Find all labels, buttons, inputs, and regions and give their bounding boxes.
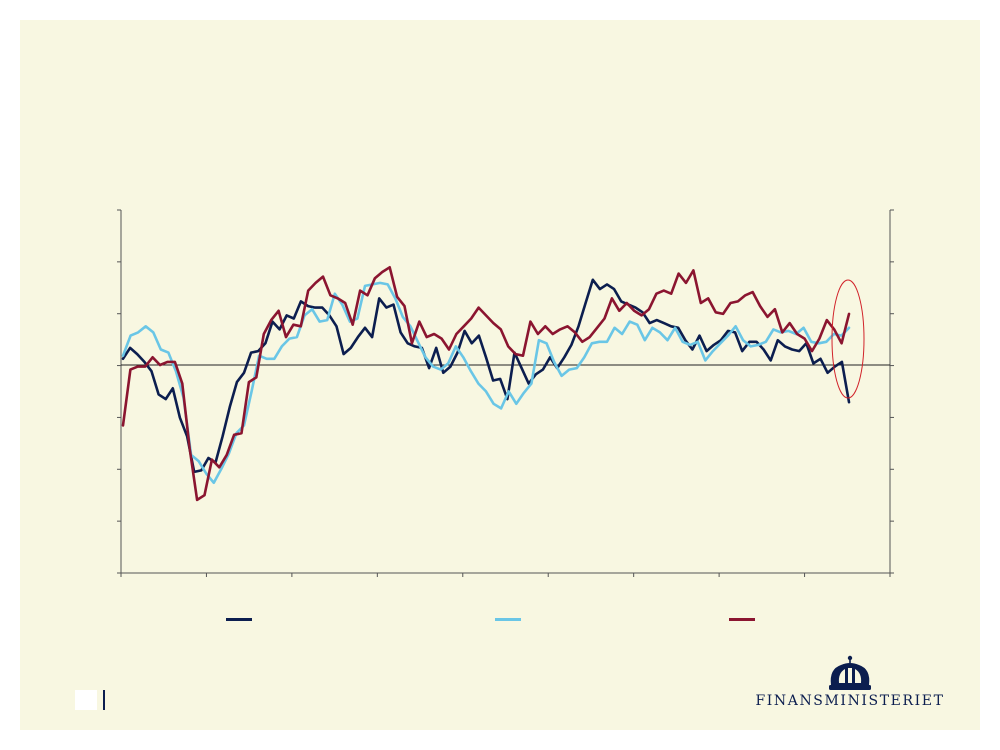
page-number-divider: [103, 690, 105, 710]
page-number-box: [75, 690, 97, 710]
series-line-3: [121, 266, 851, 502]
logo-wordmark: FINANSMINISTERIET: [755, 693, 945, 709]
line-chart: [117, 209, 894, 577]
legend-swatch-series-2: [495, 618, 521, 621]
chart-axes: [117, 209, 894, 577]
series-line-1: [121, 278, 851, 474]
finansministeriet-logo: FINANSMINISTERIET: [745, 655, 955, 730]
highlight-ellipse: [831, 279, 865, 399]
legend-swatch-series-3: [729, 618, 755, 621]
slide-background: FINANSMINISTERIET: [20, 20, 980, 730]
chart-series: [121, 266, 851, 502]
series-line-2: [121, 281, 851, 485]
crown-icon: [829, 655, 871, 690]
legend-swatch-series-1: [226, 618, 252, 621]
